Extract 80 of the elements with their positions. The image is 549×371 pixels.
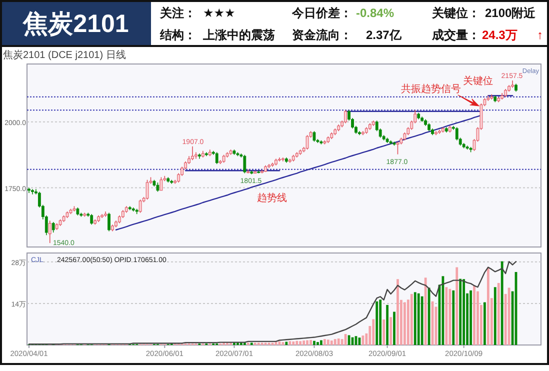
annotation: 共振趋势信号 xyxy=(401,83,461,95)
bar xyxy=(414,292,416,345)
bar xyxy=(334,339,336,345)
bar xyxy=(386,304,388,345)
text: 2100附近 xyxy=(485,6,537,20)
bar xyxy=(497,282,500,345)
bar xyxy=(382,319,386,345)
chart-title: 焦炭2101 (DCE j2101) 日线 xyxy=(3,49,126,61)
candlestick xyxy=(243,154,246,174)
candlestick xyxy=(146,179,149,200)
bar xyxy=(456,267,458,345)
annotation: 关键位 xyxy=(463,75,493,87)
bar xyxy=(337,338,340,345)
bar xyxy=(470,290,472,345)
bar xyxy=(379,300,382,345)
candlestick xyxy=(52,222,55,233)
candlestick xyxy=(396,141,400,155)
bar xyxy=(424,278,427,345)
bar xyxy=(282,342,284,345)
bar xyxy=(330,340,333,345)
bar xyxy=(323,339,326,345)
bar xyxy=(285,342,288,345)
bar xyxy=(473,285,476,345)
bar xyxy=(376,301,378,345)
bar xyxy=(486,267,490,345)
bar xyxy=(500,261,504,345)
bar xyxy=(320,340,322,345)
candlestick xyxy=(312,130,316,142)
bar xyxy=(288,341,292,345)
bar xyxy=(420,296,424,345)
bar xyxy=(326,340,330,345)
bar xyxy=(494,287,496,345)
candlestick xyxy=(344,110,347,124)
bar xyxy=(452,290,455,345)
text: 关注： xyxy=(159,6,196,20)
candlestick xyxy=(215,152,218,164)
bar xyxy=(316,342,319,345)
candlestick xyxy=(108,212,110,232)
text: 资金流向： xyxy=(292,28,352,42)
candlestick xyxy=(306,134,309,150)
bar xyxy=(448,288,452,345)
candlestick xyxy=(191,146,194,161)
text: -0.84% xyxy=(356,6,394,20)
text: 关键位： xyxy=(431,6,480,20)
bar xyxy=(299,341,302,345)
bar xyxy=(296,340,298,345)
line-series xyxy=(115,114,482,230)
bar xyxy=(403,302,406,345)
bar xyxy=(310,340,312,345)
candlestick xyxy=(160,176,163,191)
text: 上涨中的震荡 xyxy=(202,28,275,42)
bar xyxy=(417,293,420,345)
text: 2.37亿 xyxy=(366,28,402,42)
text: 成交量： xyxy=(431,28,480,42)
annotation: 趋势线 xyxy=(257,192,287,204)
bar xyxy=(459,278,462,345)
text: 今日价差： xyxy=(291,6,352,20)
text: ↑ xyxy=(537,28,543,42)
text: 结构： xyxy=(159,28,196,42)
bar xyxy=(362,336,364,345)
bar xyxy=(344,334,347,345)
bar xyxy=(390,317,392,345)
text: 焦炭2101 xyxy=(22,10,129,38)
bar xyxy=(372,319,375,345)
candlestick xyxy=(156,182,160,192)
candlestick xyxy=(90,214,94,226)
bar xyxy=(302,340,306,345)
text: 24.3万 xyxy=(482,28,518,42)
bar xyxy=(396,279,399,345)
candlestick xyxy=(48,220,52,244)
candlestick xyxy=(138,199,142,214)
bar xyxy=(410,294,413,345)
bar xyxy=(462,279,466,345)
text: ★★★ xyxy=(203,6,236,20)
bar xyxy=(292,341,295,345)
bar xyxy=(445,287,448,345)
bar xyxy=(393,312,396,345)
bar xyxy=(306,340,308,345)
bar xyxy=(313,340,316,345)
bar xyxy=(483,302,486,345)
